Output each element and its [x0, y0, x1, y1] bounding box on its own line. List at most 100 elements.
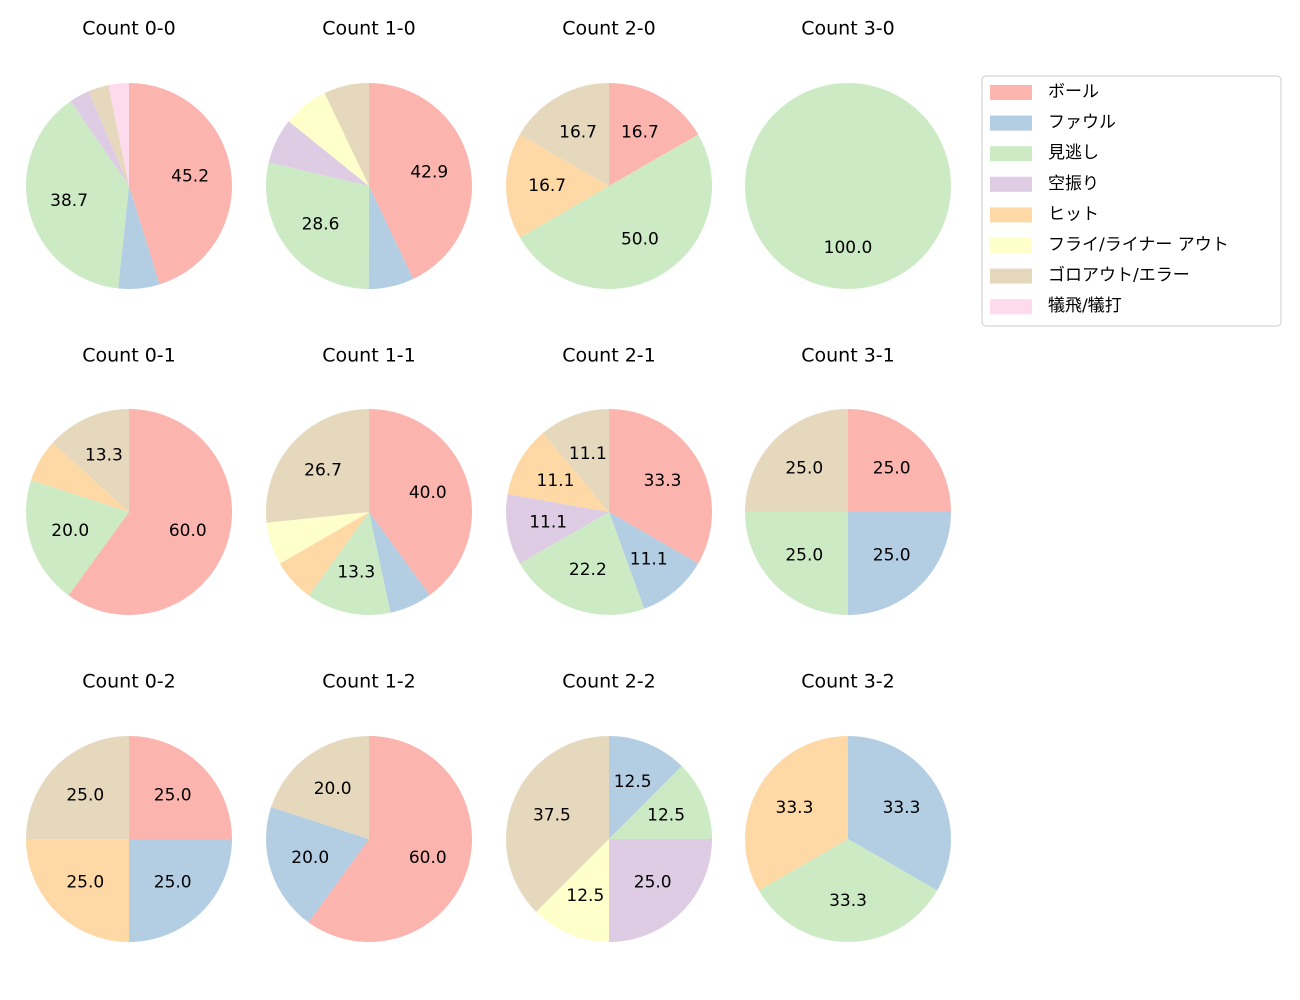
- pie-slice: [266, 512, 369, 564]
- value-label: 11.1: [529, 513, 567, 533]
- pie-title: Count 1-0: [322, 18, 416, 40]
- pie-slice: [26, 736, 129, 839]
- value-label: 37.5: [533, 805, 571, 825]
- pie-slice: [129, 736, 232, 839]
- legend-label: フライ/ライナー アウト: [1048, 235, 1229, 255]
- value-label: 13.3: [85, 446, 123, 466]
- pie-slice: [308, 736, 473, 942]
- pie-title: Count 2-1: [562, 345, 656, 367]
- pie-slice: [848, 409, 951, 512]
- pie-slice: [519, 134, 713, 290]
- pie-slice: [129, 83, 232, 285]
- value-label: 11.1: [569, 444, 607, 464]
- value-label: 12.5: [566, 886, 604, 906]
- pie-slice: [745, 409, 848, 512]
- value-label: 25.0: [66, 785, 104, 805]
- legend-swatch: [990, 176, 1032, 192]
- pie-title: Count 3-1: [801, 345, 895, 367]
- pie-slice: [506, 736, 609, 912]
- pie-title: Count 2-2: [562, 671, 656, 693]
- value-label: 16.7: [528, 176, 566, 196]
- value-label: 40.0: [409, 483, 447, 503]
- legend-swatch: [990, 299, 1032, 315]
- value-label: 16.7: [621, 122, 659, 142]
- pie-slice: [118, 186, 160, 289]
- pie-slice: [88, 85, 129, 186]
- value-label: 25.0: [785, 458, 823, 478]
- legend-label: 空振り: [1048, 174, 1099, 194]
- pie-slice: [369, 512, 430, 613]
- value-label: 28.6: [302, 214, 340, 234]
- value-label: 25.0: [873, 546, 911, 566]
- pie-slice: [505, 134, 609, 238]
- pie-slice: [70, 91, 129, 186]
- value-label: 20.0: [314, 779, 352, 799]
- value-label: 60.0: [169, 521, 207, 541]
- value-label: 50.0: [621, 230, 659, 250]
- legend-box: [981, 75, 1282, 327]
- pie-slice: [609, 83, 699, 186]
- pie-slice: [609, 839, 712, 942]
- pie-slice: [519, 512, 645, 615]
- value-label: 38.7: [50, 191, 88, 211]
- value-label: 45.2: [171, 167, 209, 187]
- legend-label: 見逃し: [1048, 143, 1099, 163]
- legend-label: ゴロアウト/エラー: [1048, 265, 1190, 286]
- pie-title: Count 2-0: [562, 18, 656, 40]
- value-label: 12.5: [614, 772, 652, 792]
- pie-slice: [25, 101, 130, 289]
- pie-slice: [31, 442, 129, 512]
- pie-slice: [542, 409, 609, 512]
- pie-slice: [745, 512, 848, 615]
- pie-slice: [505, 494, 609, 564]
- pie-slice: [369, 83, 472, 280]
- pie-slice: [265, 409, 369, 523]
- legend-swatch: [990, 146, 1032, 162]
- value-label: 33.3: [776, 798, 814, 818]
- value-label: 25.0: [154, 873, 192, 893]
- value-label: 20.0: [51, 521, 89, 541]
- pie-slice: [745, 736, 848, 891]
- pie-slice: [536, 839, 609, 942]
- value-label: 25.0: [66, 873, 104, 893]
- pie-slice: [288, 93, 369, 186]
- pie-slice: [268, 121, 369, 186]
- value-label: 42.9: [410, 162, 448, 182]
- pie-slice: [266, 162, 369, 289]
- pie-slice: [368, 186, 414, 289]
- pie-slice: [758, 839, 938, 942]
- value-label: 33.3: [644, 471, 682, 491]
- pie-slice: [369, 409, 472, 596]
- pie-slice: [52, 409, 129, 512]
- value-label: 13.3: [337, 562, 375, 582]
- value-label: 100.0: [824, 238, 873, 258]
- pie-slice: [848, 512, 951, 615]
- pie-title: Count 1-1: [322, 345, 416, 367]
- legend-swatch: [990, 238, 1032, 253]
- value-label: 11.1: [630, 549, 668, 569]
- pie-title: Count 0-2: [82, 671, 176, 693]
- pie-title: Count 0-0: [82, 18, 176, 40]
- value-label: 20.0: [291, 848, 329, 868]
- pie-slice: [129, 839, 232, 942]
- value-label: 25.0: [785, 546, 823, 566]
- value-label: 12.5: [647, 805, 685, 825]
- pie-slice: [68, 409, 233, 616]
- legend-swatch: [990, 268, 1032, 284]
- value-label: 25.0: [873, 458, 911, 478]
- pie-slice: [609, 409, 712, 564]
- pie-slice: [266, 807, 369, 923]
- value-label: 33.3: [883, 798, 921, 818]
- pie-slice: [271, 736, 369, 839]
- pie-slice: [848, 736, 951, 891]
- pie-slice: [26, 480, 129, 596]
- value-label: 26.7: [304, 461, 342, 481]
- value-label: 25.0: [634, 873, 672, 893]
- value-label: 16.7: [559, 122, 597, 142]
- legend-swatch: [990, 207, 1032, 223]
- legend-label: ボール: [1048, 82, 1099, 102]
- legend-swatch: [990, 115, 1032, 131]
- pie-title: Count 0-1: [82, 345, 176, 367]
- value-label: 33.3: [829, 891, 867, 911]
